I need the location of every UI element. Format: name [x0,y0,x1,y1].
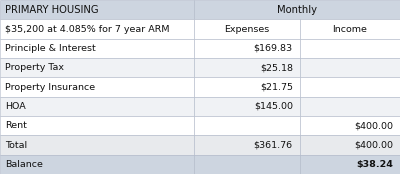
Bar [300,116,400,135]
Text: Expenses: Expenses [224,25,270,34]
Bar [300,155,400,174]
Bar [0,155,194,174]
Bar [194,155,300,174]
Text: $169.83: $169.83 [254,44,293,53]
Bar [0,58,194,77]
Text: Balance: Balance [5,160,43,169]
Bar [194,116,300,135]
Text: Total: Total [5,140,27,149]
Bar [194,58,300,77]
Text: $38.24: $38.24 [356,160,393,169]
Bar [194,39,300,58]
Text: $21.75: $21.75 [260,82,293,92]
Bar [300,58,400,77]
Text: Monthly: Monthly [277,5,317,15]
Bar [0,77,194,97]
Text: PRIMARY HOUSING: PRIMARY HOUSING [5,5,98,15]
Text: $400.00: $400.00 [354,121,393,130]
Bar [194,97,300,116]
Bar [194,135,300,155]
Text: Property Insurance: Property Insurance [5,82,95,92]
Text: $361.76: $361.76 [254,140,293,149]
Bar [0,116,194,135]
Text: HOA: HOA [5,102,26,111]
Bar [300,39,400,58]
Text: Income: Income [332,25,368,34]
Text: Property Tax: Property Tax [5,63,64,72]
Text: $145.00: $145.00 [254,102,293,111]
Bar [0,0,194,19]
Bar [300,97,400,116]
Bar [194,77,300,97]
Bar [300,77,400,97]
Text: Principle & Interest: Principle & Interest [5,44,96,53]
Bar [0,97,194,116]
Bar [194,19,300,39]
Text: Rent: Rent [5,121,27,130]
Bar [300,19,400,39]
Text: $400.00: $400.00 [354,140,393,149]
Bar [0,39,194,58]
Text: $25.18: $25.18 [260,63,293,72]
Bar [300,135,400,155]
Bar [194,0,400,19]
Text: $35,200 at 4.085% for 7 year ARM: $35,200 at 4.085% for 7 year ARM [5,25,169,34]
Bar [0,19,194,39]
Bar [0,135,194,155]
